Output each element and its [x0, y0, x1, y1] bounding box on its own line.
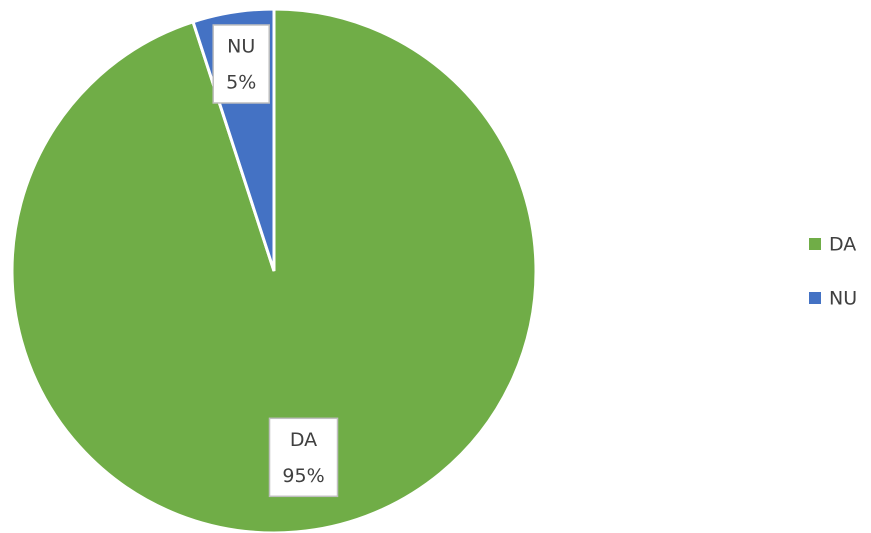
data-label-category: NU: [227, 35, 255, 57]
data-label-category: DA: [290, 429, 317, 451]
data-label-value: 95%: [282, 465, 324, 487]
legend-swatch: [809, 238, 821, 250]
data-label-box: [268, 417, 339, 498]
legend-label: DA: [829, 234, 856, 256]
data-label-box: [212, 24, 270, 104]
data-label-value: 5%: [226, 71, 256, 93]
legend-swatch: [809, 292, 821, 304]
legend-label: NU: [829, 288, 857, 310]
